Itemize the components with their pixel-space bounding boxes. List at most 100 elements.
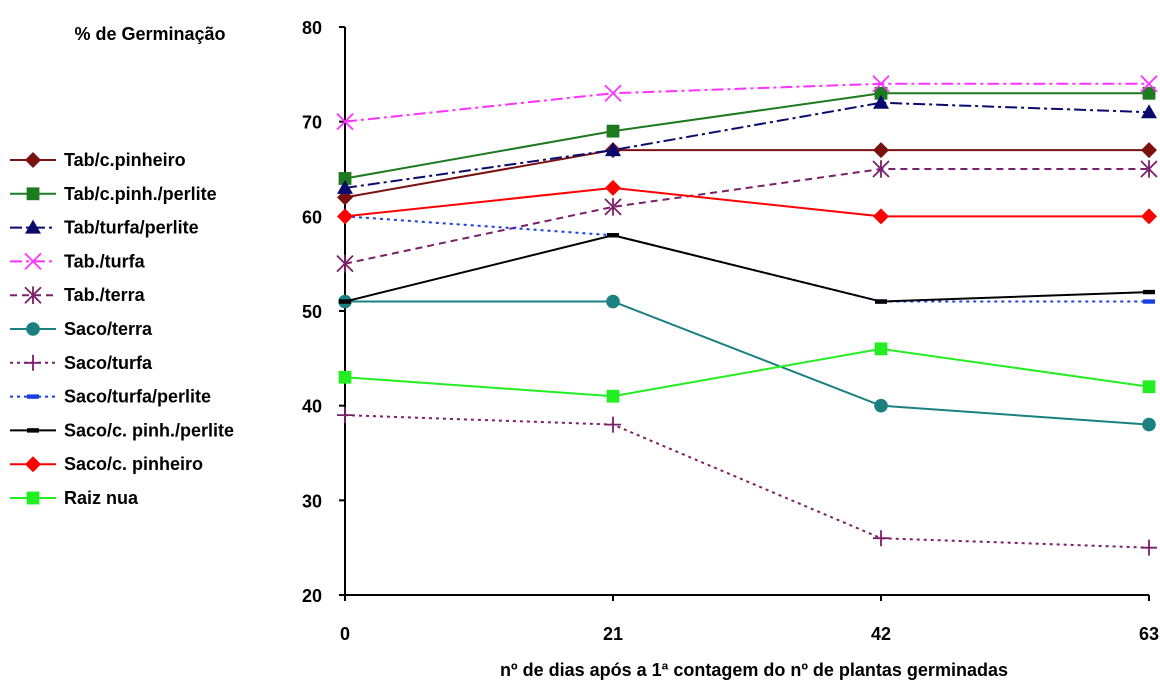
data-point: [606, 294, 620, 309]
data-point: [337, 179, 353, 194]
legend-item: Tab./turfa: [10, 251, 146, 271]
y-tick-label: 70: [302, 113, 322, 133]
legend-marker: [25, 219, 41, 234]
data-point: [1142, 380, 1156, 394]
data-point: [873, 94, 889, 109]
x-axis-label: nº de dias após a 1ª contagem do nº de p…: [500, 660, 1008, 680]
y-tick-label: 80: [302, 18, 322, 38]
data-point: [874, 398, 888, 413]
data-point: [604, 84, 622, 102]
data-point: [1142, 417, 1156, 432]
legend-marker: [25, 152, 41, 168]
data-point: [607, 233, 619, 238]
data-point: [339, 299, 351, 304]
series-line: [344, 82, 1149, 123]
legend-marker: [25, 456, 41, 473]
series-line: [344, 168, 1149, 265]
data-point: [1141, 539, 1157, 556]
legend-item: Tab/turfa/perlite: [10, 218, 199, 238]
y-tick-label: 50: [302, 302, 322, 322]
data-point: [337, 407, 353, 424]
data-point: [1141, 208, 1157, 225]
legend-item: Saco/turfa/perlite: [10, 387, 211, 407]
data-point: [1141, 142, 1157, 159]
legend-label: Tab./terra: [64, 285, 146, 305]
data-point: [1141, 104, 1157, 119]
series-Tab./turfa: [336, 75, 1158, 131]
data-point: [1142, 86, 1156, 100]
y-tick-label: 20: [302, 586, 322, 606]
data-point: [604, 198, 622, 216]
series-Saco/c. pinheiro: [337, 179, 1157, 225]
legend-marker: [26, 187, 40, 201]
x-tick-label: 63: [1139, 624, 1159, 644]
data-point: [605, 142, 621, 157]
series-line: [344, 101, 1150, 189]
data-point: [874, 342, 888, 356]
legend-item: Saco/c. pinheiro: [10, 454, 203, 474]
series-line: [344, 149, 1149, 199]
data-point: [1140, 160, 1158, 178]
y-tick-label: 40: [302, 397, 322, 417]
data-point: [606, 124, 620, 138]
series-line: [344, 186, 1149, 218]
legend-label: Saco/turfa/perlite: [64, 387, 211, 407]
data-point: [338, 370, 352, 384]
legend-marker: [26, 491, 40, 505]
legend-marker: [26, 322, 40, 336]
data-point: [605, 179, 621, 196]
series-Saco/terra: [338, 294, 1156, 432]
x-axis-ticks: 0 21 42 63: [340, 595, 1159, 644]
legend-item: Saco/c. pinh./perlite: [10, 420, 234, 440]
legend-item: Saco/terra: [10, 319, 153, 339]
legend-item: Tab./terra: [10, 285, 146, 305]
legend: Tab/c.pinheiro Tab/c.pinh./perlite Tab/tur…: [10, 150, 234, 508]
legend-label: Saco/terra: [64, 319, 153, 339]
series-Tab./terra: [336, 160, 1158, 273]
series-Saco/turfa: [337, 407, 1157, 556]
series-Saco/turfa/perlite: [339, 214, 1155, 304]
data-point: [873, 142, 889, 159]
legend-label: Raiz nua: [64, 488, 139, 508]
series-line: [344, 347, 1150, 398]
series-Saco/c. pinh./perlite: [339, 233, 1155, 304]
legend-label: Saco/turfa: [64, 353, 153, 373]
data-point: [336, 254, 354, 273]
legend-label: Tab/turfa/perlite: [64, 218, 199, 238]
y-tick-label: 30: [302, 491, 322, 511]
data-point: [1143, 289, 1155, 295]
data-point: [605, 416, 621, 433]
data-point: [337, 208, 353, 225]
data-point: [336, 113, 354, 131]
series-group: [336, 75, 1158, 556]
legend-label: Saco/c. pinh./perlite: [64, 420, 234, 440]
series-line: [344, 234, 1150, 303]
y-tick-label: 60: [302, 207, 322, 227]
legend-marker: [24, 286, 42, 304]
x-tick-label: 42: [871, 624, 891, 644]
series-Tab/c.pinheiro: [337, 142, 1157, 206]
legend-marker: [24, 252, 42, 271]
legend-item: Tab/c.pinheiro: [10, 150, 186, 170]
legend-label: Tab/c.pinheiro: [64, 150, 186, 170]
legend-label: Tab/c.pinh./perlite: [64, 184, 217, 204]
data-point: [872, 160, 890, 178]
x-tick-label: 21: [603, 624, 623, 644]
data-point: [873, 530, 889, 547]
legend-label: Tab./turfa: [64, 251, 146, 271]
data-point: [875, 299, 887, 304]
legend-item: Raiz nua: [10, 488, 139, 508]
legend-item: Tab/c.pinh./perlite: [10, 184, 217, 204]
data-point: [873, 208, 889, 225]
data-point: [872, 75, 890, 93]
data-point: [606, 389, 620, 403]
legend-marker: [25, 354, 41, 371]
series-line: [344, 92, 1149, 180]
series-Tab/c.pinh./perlite: [338, 86, 1156, 185]
y-axis-ticks: 20 30 40 50 60 70 80: [302, 18, 345, 606]
x-tick-label: 0: [340, 624, 350, 644]
legend-marker: [27, 428, 39, 433]
data-point: [1140, 75, 1158, 93]
series-Tab/turfa/perlite: [337, 94, 1157, 194]
